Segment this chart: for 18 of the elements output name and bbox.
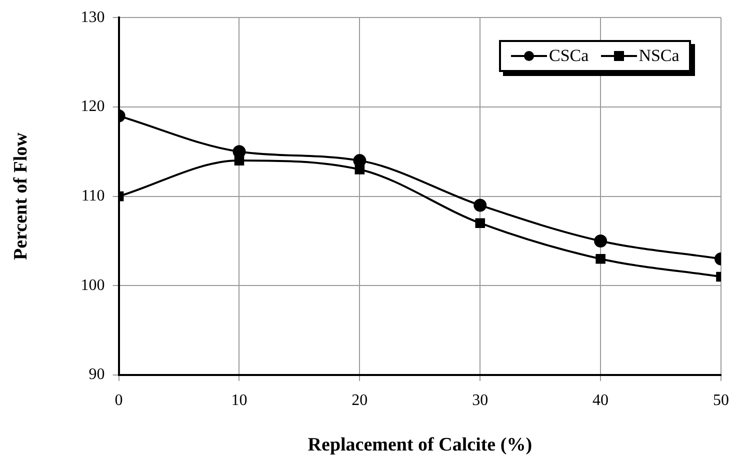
x-tick-label: 50 <box>713 392 729 409</box>
x-tick-label: 10 <box>231 392 248 409</box>
y-tick-label: 90 <box>88 366 105 384</box>
x-tick-label: 30 <box>472 392 488 409</box>
y-tick-label: 120 <box>80 98 105 116</box>
y-tick-label: 100 <box>80 276 105 294</box>
x-tick-label: 40 <box>592 392 609 409</box>
x-tick-label: 0 <box>114 392 123 409</box>
point <box>474 198 487 212</box>
y-tick-label: 130 <box>80 8 105 26</box>
legend-label: NSCa <box>638 46 680 66</box>
x-axis-title: Replacement of Calcite (%) <box>308 434 532 456</box>
y-tick-label: 110 <box>81 188 105 205</box>
point <box>475 218 486 228</box>
point <box>596 254 606 264</box>
y-axis-title: Percent of Flow <box>10 132 32 260</box>
x-tick-label: 20 <box>352 392 368 409</box>
legend-label: CSCa <box>549 46 589 66</box>
